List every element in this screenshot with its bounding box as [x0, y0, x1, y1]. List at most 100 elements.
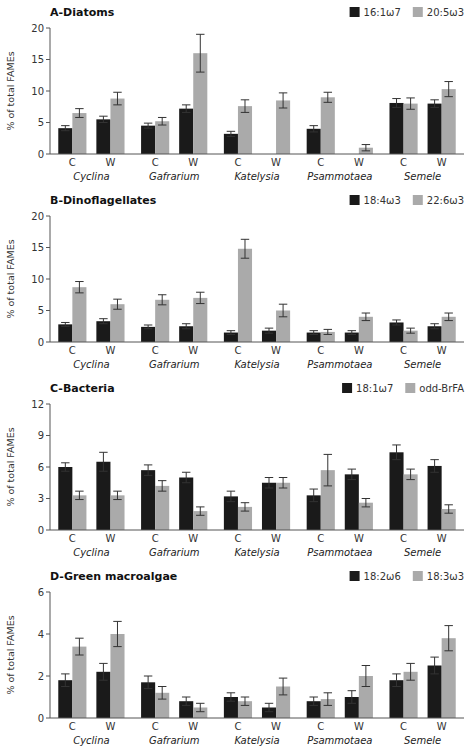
bar — [345, 474, 359, 530]
error-bar — [406, 328, 414, 333]
y-axis-label: % of total FAMEs — [5, 615, 16, 694]
y-tick-label: 15 — [31, 54, 44, 65]
bar — [389, 103, 403, 154]
panel-title: A-Diatoms — [50, 6, 115, 19]
y-tick-label: 6 — [38, 587, 44, 598]
error-bar — [430, 100, 438, 108]
y-tick — [46, 91, 50, 92]
y-tick-label: 4 — [38, 629, 44, 640]
x-tick-label: C — [317, 533, 324, 544]
error-bar — [309, 331, 317, 335]
error-bar — [61, 126, 69, 131]
error-bar — [406, 98, 414, 109]
group-label: Semele — [404, 547, 441, 558]
x-tick-label: W — [271, 157, 281, 168]
error-bar — [99, 452, 107, 471]
y-tick — [46, 154, 50, 155]
group-label: Psammotaea — [307, 359, 372, 370]
error-bar — [196, 34, 204, 72]
bar — [110, 304, 124, 342]
x-tick-label: C — [400, 721, 407, 732]
group-label: Katelysia — [234, 735, 279, 746]
y-tick — [46, 718, 50, 719]
group-label: Psammotaea — [307, 547, 372, 558]
bar — [155, 121, 169, 154]
error-bar — [279, 478, 287, 489]
error-bar — [158, 117, 166, 125]
x-tick-label: C — [152, 345, 159, 356]
legend: 20:5ω316:1ω7 — [350, 7, 464, 18]
bar — [428, 466, 442, 530]
error-bar — [113, 491, 121, 499]
x-tick-label: W — [354, 721, 364, 732]
panel-title: C-Bacteria — [50, 382, 115, 395]
x-tick-label: W — [105, 345, 115, 356]
error-bar — [444, 313, 452, 321]
error-bar — [324, 329, 332, 334]
error-bar — [144, 123, 152, 128]
error-bar — [61, 322, 69, 326]
x-tick-label: W — [271, 721, 281, 732]
error-bar — [158, 295, 166, 305]
bar — [96, 462, 110, 530]
y-tick-label: 6 — [38, 462, 44, 473]
group-label: Gafrarium — [149, 171, 200, 182]
bar — [72, 113, 86, 154]
error-bar — [196, 507, 204, 515]
x-tick-label: C — [69, 157, 76, 168]
x-tick-label: W — [188, 345, 198, 356]
bar — [179, 109, 193, 154]
bar — [72, 495, 86, 530]
x-tick-label: C — [317, 345, 324, 356]
y-tick — [46, 216, 50, 217]
error-bar — [392, 320, 400, 325]
legend-swatch — [413, 195, 423, 205]
error-bar — [406, 663, 414, 680]
error-bar — [113, 92, 121, 105]
y-tick — [46, 342, 50, 343]
x-tick-label: C — [69, 533, 76, 544]
x-tick-label: W — [437, 721, 447, 732]
group-label: Cyclina — [73, 735, 109, 746]
y-tick-label: 15 — [31, 242, 44, 253]
bar — [155, 300, 169, 342]
error-bar — [430, 324, 438, 329]
group-label: Cyclina — [73, 547, 109, 558]
group-label: Cyclina — [73, 171, 109, 182]
error-bar — [241, 697, 249, 705]
y-tick — [46, 404, 50, 405]
error-bar — [241, 239, 249, 258]
panel: 05101520CWCWCWCWCWCyclinaGafrariumKately… — [5, 6, 465, 182]
error-bar — [99, 319, 107, 324]
bar — [155, 486, 169, 530]
x-tick-label: W — [105, 157, 115, 168]
error-bar — [279, 93, 287, 108]
group-label: Semele — [404, 359, 441, 370]
bar — [276, 483, 290, 530]
legend-swatch — [413, 7, 423, 17]
y-tick-label: 20 — [31, 211, 44, 222]
x-tick-label: W — [188, 533, 198, 544]
y-tick-label: 10 — [31, 274, 44, 285]
y-tick-label: 20 — [31, 23, 44, 34]
error-bar — [144, 465, 152, 476]
bar — [307, 129, 321, 154]
group-label: Cyclina — [73, 359, 109, 370]
error-bar — [99, 116, 107, 122]
x-tick-label: W — [105, 533, 115, 544]
y-tick-label: 5 — [38, 117, 44, 128]
bar — [321, 97, 335, 154]
x-tick-label: C — [234, 533, 241, 544]
error-bar — [444, 626, 452, 651]
error-bar — [362, 313, 370, 321]
y-axis-label: % of total FAMEs — [5, 427, 16, 506]
group-label: Katelysia — [234, 547, 279, 558]
error-bar — [144, 676, 152, 689]
x-tick-label: C — [152, 533, 159, 544]
x-tick-label: W — [271, 533, 281, 544]
x-tick-label: C — [234, 721, 241, 732]
y-tick — [46, 592, 50, 593]
y-tick — [46, 676, 50, 677]
error-bar — [227, 131, 235, 136]
error-bar — [309, 489, 317, 502]
